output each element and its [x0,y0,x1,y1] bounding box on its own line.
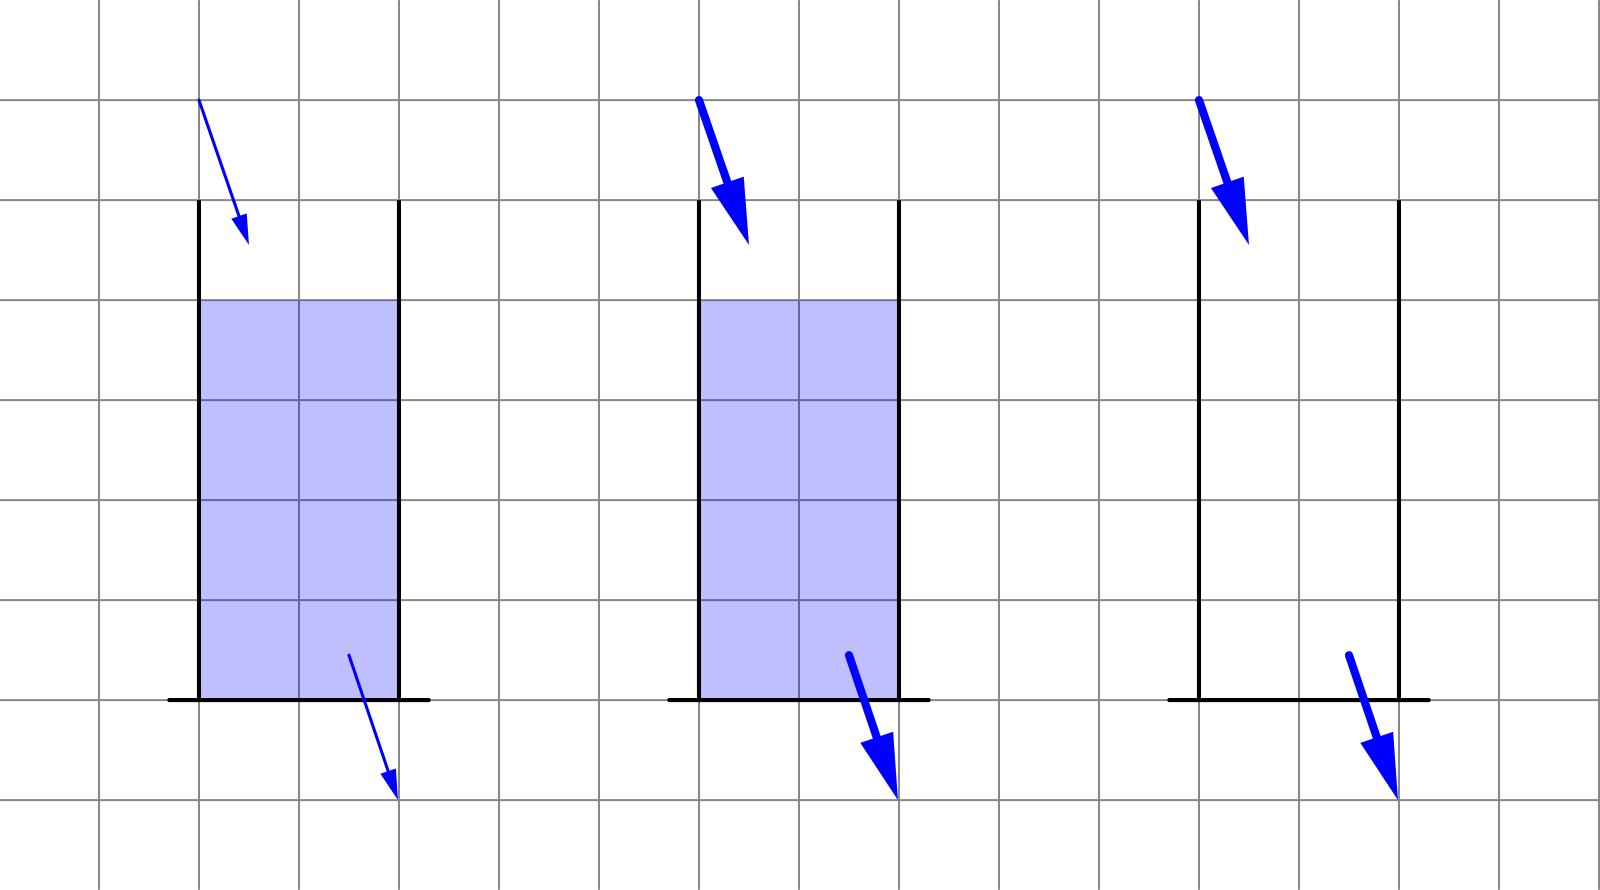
arrow-shaft [694,96,733,189]
arrow-head [231,213,249,245]
arrow-shaft [1194,96,1233,189]
arrow-shaft [844,651,882,744]
arrow-head [1210,176,1249,245]
arrow-shaft [197,98,242,220]
arrow-shaft [347,653,391,775]
arrow-head [860,731,898,801]
arrow-head [380,768,398,801]
liquid-fill [698,300,899,701]
arrow-head [1360,731,1398,801]
arrow-head [710,176,749,245]
arrow-shaft [1344,651,1382,744]
liquid-fill [198,300,399,701]
